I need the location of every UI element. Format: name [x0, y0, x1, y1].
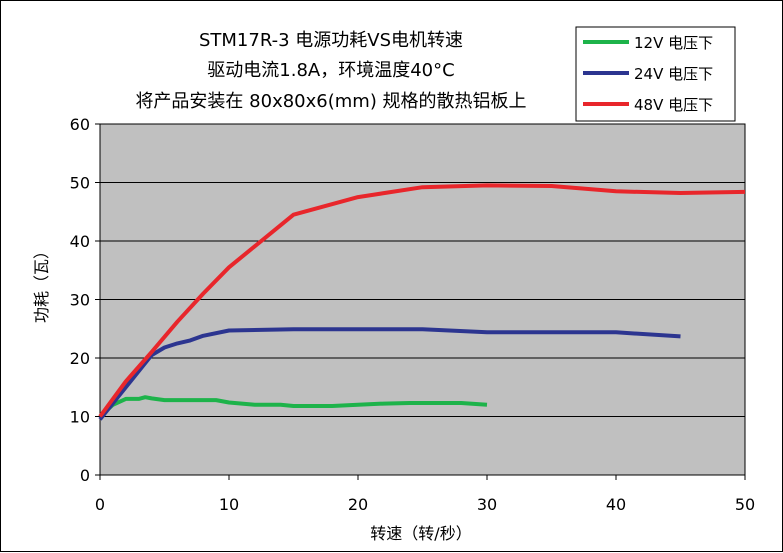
y-axis-label: 功耗（瓦）	[32, 243, 51, 323]
x-tick-label: 30	[477, 495, 497, 514]
chart-title-line-1: STM17R-3 电源功耗VS电机转速	[199, 30, 463, 51]
legend-label-2: 24V 电压下	[634, 65, 713, 83]
series-line-2	[98, 327, 681, 421]
y-tick-label: 30	[70, 291, 90, 310]
x-tick-label: 50	[735, 495, 755, 514]
legend-label-1: 12V 电压下	[634, 34, 713, 52]
legend-label-3: 48V 电压下	[634, 96, 713, 114]
x-axis-label: 转速（转/秒）	[370, 524, 471, 543]
x-tick-label: 10	[219, 495, 239, 514]
y-tick-label: 50	[70, 174, 90, 193]
plot-area: 0 10 20 30 40 50 60 0 10 20 30 40 50	[70, 115, 756, 514]
y-tick-label: 60	[70, 115, 90, 134]
chart-title-line-2: 驱动电流1.8A，环境温度40°C	[207, 60, 454, 81]
x-tick-label: 0	[95, 495, 105, 514]
y-tick-label: 10	[70, 408, 90, 427]
series-line-1	[98, 395, 488, 418]
chart-title-line-3: 将产品安装在 80x80x6(mm) 规格的散热铝板上	[135, 91, 526, 112]
x-tick-label: 20	[348, 495, 368, 514]
y-tick-label: 0	[80, 466, 90, 485]
x-tick-label: 40	[606, 495, 626, 514]
y-tick-label: 40	[70, 232, 90, 251]
y-tick-label: 20	[70, 349, 90, 368]
series-line-3	[98, 183, 746, 418]
legend: 12V 电压下 24V 电压下 48V 电压下	[583, 34, 713, 114]
